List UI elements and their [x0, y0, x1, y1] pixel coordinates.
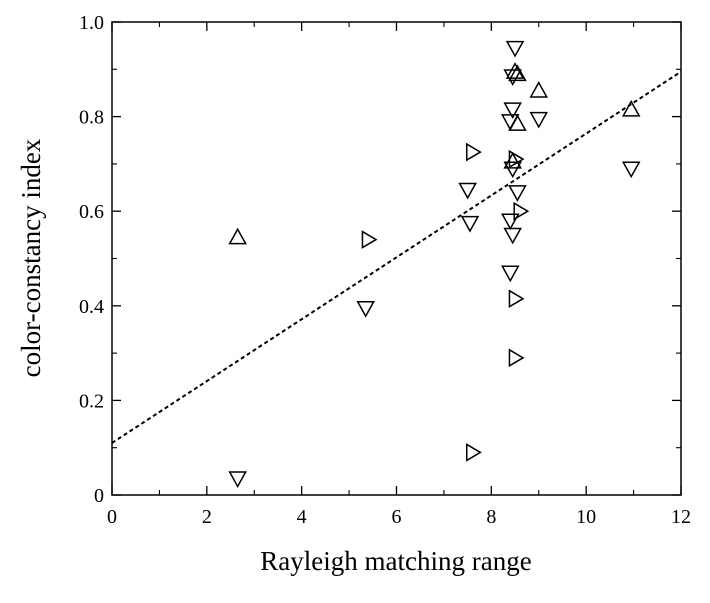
triangle-down-marker: [505, 40, 525, 58]
triangle-down-marker: [228, 471, 247, 488]
triangle-down-marker: [458, 182, 477, 200]
data-points: [228, 40, 641, 488]
triangle-down-marker: [621, 161, 641, 179]
x-tick-label: 10: [576, 506, 596, 528]
y-axis-title: color-constancy index: [16, 138, 46, 377]
y-tick-label: 1.0: [79, 12, 104, 34]
x-tick-label: 6: [392, 506, 402, 528]
triangle-up-marker: [508, 64, 527, 82]
regression-line: [111, 70, 682, 444]
triangle-up-marker: [503, 151, 522, 169]
triangle-right-marker: [508, 289, 525, 309]
triangle-right-marker: [361, 230, 378, 249]
triangle-down-marker: [501, 213, 520, 231]
triangle-down-marker: [503, 227, 522, 245]
triangle-down-marker: [508, 185, 527, 202]
triangle-right-marker: [466, 443, 482, 462]
triangle-down-marker: [503, 102, 522, 120]
triangle-down-marker: [503, 69, 522, 86]
triangle-up-marker: [505, 62, 525, 79]
y-tick-label: 0.2: [79, 390, 104, 412]
triangle-right-marker: [508, 348, 525, 368]
triangle-right-marker: [466, 142, 482, 162]
x-tick-label: 0: [107, 506, 117, 528]
y-tick-label: 0.6: [79, 201, 104, 223]
triangle-right-marker: [513, 201, 530, 221]
x-tick-label: 4: [297, 506, 307, 528]
tick-labels: 0 2 4 6 8 10 12 0 0.2 0.4 0.6 0.8 1.0: [79, 12, 691, 528]
axis-ticks: [111, 21, 682, 496]
triangle-down-marker: [503, 161, 522, 179]
fit-line-group: [111, 70, 682, 444]
x-tick-label: 8: [486, 506, 496, 528]
triangle-up-marker: [529, 81, 549, 98]
x-tick-label: 2: [202, 506, 212, 528]
triangle-up-marker: [228, 227, 247, 245]
triangle-down-marker: [529, 111, 549, 129]
x-axis-title: Rayleigh matching range: [260, 546, 531, 576]
x-tick-label: 12: [671, 506, 691, 528]
y-tick-label: 0: [94, 485, 104, 507]
triangle-down-marker: [501, 114, 520, 131]
triangle-down-marker: [460, 215, 480, 233]
y-tick-label: 0.4: [79, 296, 104, 318]
triangle-right-marker: [508, 149, 525, 169]
triangle-down-marker: [356, 301, 375, 318]
y-tick-label: 0.8: [79, 107, 104, 129]
triangle-down-marker: [501, 265, 520, 283]
triangle-up-marker: [621, 99, 641, 117]
